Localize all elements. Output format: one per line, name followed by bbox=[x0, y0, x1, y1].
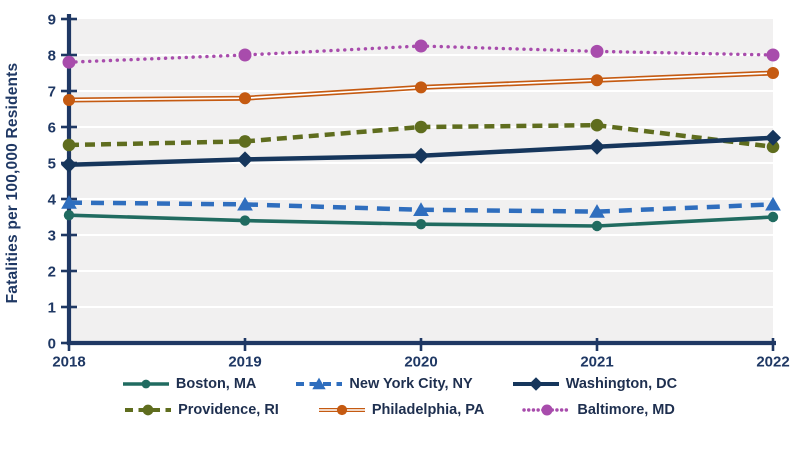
marker-philadelphia-pa bbox=[767, 67, 779, 79]
legend-label-baltimore-md: Baltimore, MD bbox=[577, 402, 675, 418]
marker-boston-ma bbox=[141, 379, 151, 389]
series-philadelphia-pa bbox=[63, 67, 779, 106]
series-providence-ri bbox=[62, 118, 780, 154]
y-tick-label: 1 bbox=[48, 300, 56, 317]
marker-baltimore-md bbox=[766, 48, 780, 62]
legend-sample-philadelphia-pa bbox=[318, 404, 365, 416]
x-tick-label: 2022 bbox=[756, 354, 789, 371]
marker-baltimore-md bbox=[541, 404, 553, 416]
x-tick-label: 2021 bbox=[580, 354, 613, 371]
legend-sample-new-york-city-ny bbox=[296, 377, 343, 390]
legend-sample-baltimore-md bbox=[522, 404, 573, 416]
marker-washington-dc bbox=[765, 129, 781, 146]
marker-washington-dc bbox=[528, 377, 543, 391]
marker-new-york-city-ny bbox=[312, 377, 327, 390]
legend-label-washington-dc: Washington, DC bbox=[565, 376, 678, 392]
legend-label-new-york-city-ny: New York City, NY bbox=[349, 376, 473, 392]
marker-philadelphia-pa bbox=[63, 94, 75, 106]
legend-item-philadelphia-pa: Philadelphia, PA bbox=[318, 402, 485, 418]
series-new-york-city-ny bbox=[61, 195, 781, 218]
marker-philadelphia-pa bbox=[239, 92, 251, 105]
marker-philadelphia-pa bbox=[591, 74, 603, 87]
chart-legend: Boston, MA New York City, NY Washington, D… bbox=[0, 376, 800, 418]
marker-baltimore-md bbox=[238, 48, 252, 62]
y-tick-label: 5 bbox=[48, 156, 56, 173]
legend-item-providence-ri: Providence, RI bbox=[125, 402, 279, 418]
y-tick-label: 0 bbox=[48, 336, 56, 353]
legend-sample-boston-ma bbox=[122, 379, 169, 389]
legend-label-boston-ma: Boston, MA bbox=[175, 376, 257, 392]
y-tick-label: 9 bbox=[48, 12, 56, 29]
marker-boston-ma bbox=[63, 210, 75, 221]
marker-washington-dc bbox=[589, 138, 605, 155]
marker-new-york-city-ny bbox=[589, 204, 605, 218]
legend-label-providence-ri: Providence, RI bbox=[178, 402, 279, 418]
line-chart-canvas: 0 1 2 3 4 5 6 7 8 9 2018 2019 2020 2021 2022 bbox=[48, 12, 790, 371]
legend-sample-washington-dc bbox=[512, 377, 559, 391]
y-tick-label: 4 bbox=[48, 192, 57, 209]
marker-providence-ri bbox=[766, 140, 780, 154]
legend-item-washington-dc: Washington, DC bbox=[512, 376, 678, 392]
x-tick-label: 2020 bbox=[404, 354, 437, 371]
y-tick-label: 6 bbox=[48, 120, 56, 137]
legend-label-philadelphia-pa: Philadelphia, PA bbox=[371, 402, 485, 418]
y-axis-title: Fatalities per 100,000 Residents bbox=[4, 62, 21, 304]
y-tick-label: 7 bbox=[48, 84, 56, 101]
legend-item-baltimore-md: Baltimore, MD bbox=[522, 402, 675, 418]
marker-boston-ma bbox=[767, 211, 779, 223]
marker-philadelphia-pa bbox=[336, 404, 347, 416]
legend-item-boston-ma: Boston, MA bbox=[122, 376, 257, 392]
marker-new-york-city-ny bbox=[61, 195, 77, 209]
series-boston-ma bbox=[63, 210, 779, 232]
marker-baltimore-md bbox=[590, 44, 604, 58]
marker-new-york-city-ny bbox=[413, 202, 429, 216]
legend-item-new-york-city-ny: New York City, NY bbox=[296, 376, 473, 392]
marker-philadelphia-pa bbox=[415, 81, 427, 94]
marker-washington-dc bbox=[413, 147, 429, 164]
legend-row: Boston, MA New York City, NY Washington, D… bbox=[122, 376, 678, 392]
x-tick-label: 2018 bbox=[52, 354, 85, 371]
marker-boston-ma bbox=[415, 219, 427, 230]
legend-sample-providence-ri bbox=[125, 404, 172, 416]
marker-providence-ri bbox=[590, 118, 604, 132]
y-tick-label: 8 bbox=[48, 48, 56, 65]
marker-boston-ma bbox=[591, 220, 603, 232]
series-baltimore-md bbox=[62, 39, 780, 69]
marker-providence-ri bbox=[142, 404, 154, 416]
marker-providence-ri bbox=[238, 135, 252, 148]
marker-washington-dc bbox=[237, 151, 253, 168]
series-washington-dc bbox=[61, 129, 781, 173]
marker-providence-ri bbox=[414, 120, 428, 134]
marker-baltimore-md bbox=[62, 55, 76, 69]
y-tick-label: 2 bbox=[48, 264, 56, 281]
marker-providence-ri bbox=[62, 138, 76, 152]
marker-new-york-city-ny bbox=[765, 196, 781, 211]
legend-row: Providence, RI Philadelphia, PA Baltimore,… bbox=[125, 402, 675, 418]
marker-new-york-city-ny bbox=[237, 196, 253, 211]
marker-baltimore-md bbox=[414, 39, 428, 53]
marker-washington-dc bbox=[61, 156, 77, 173]
marker-boston-ma bbox=[239, 215, 251, 226]
y-tick-label: 3 bbox=[48, 228, 56, 245]
plot-area bbox=[69, 19, 773, 343]
x-tick-label: 2019 bbox=[228, 354, 261, 371]
